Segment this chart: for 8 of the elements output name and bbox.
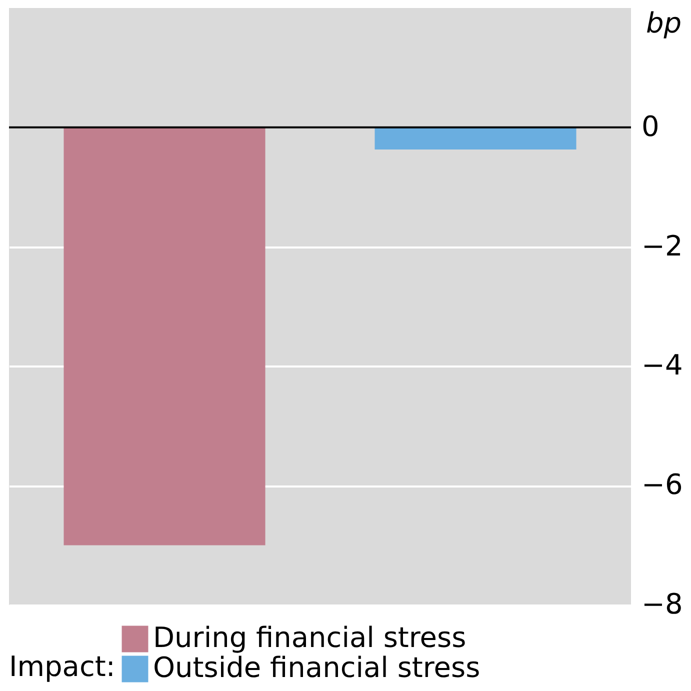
y-tick-label: −4	[642, 348, 683, 382]
legend-label: During financial stress	[153, 621, 466, 654]
y-tick-label: −6	[642, 468, 683, 502]
y-tick-label: −2	[642, 229, 683, 262]
y-tick-label: −8	[642, 588, 683, 620]
y-tick-label: 0	[642, 110, 660, 143]
y-axis-title: bp	[646, 6, 682, 40]
legend-title: Impact:	[9, 650, 116, 683]
